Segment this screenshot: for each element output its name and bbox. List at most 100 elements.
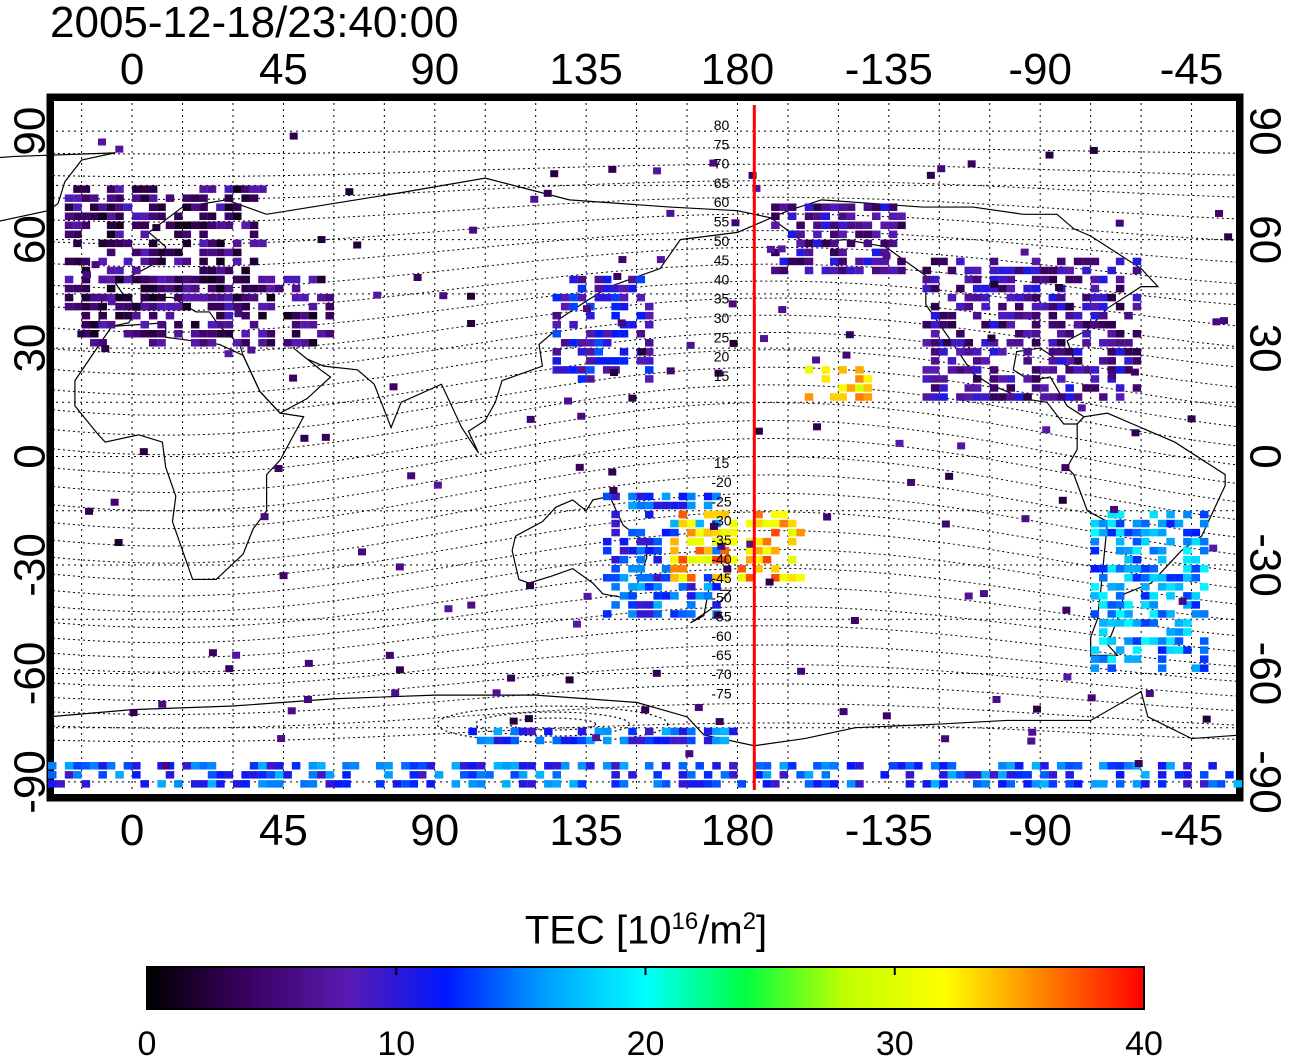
tec-cell [451,780,461,788]
tec-cell [157,339,166,347]
contour-label: 30 [714,310,730,326]
tec-cell [123,275,133,284]
tec-cell [1057,320,1066,329]
tec-cell [703,492,713,501]
tec-cell [123,257,133,266]
tec-cell [796,248,805,257]
tec-cell [123,330,133,338]
tec-cell [617,319,626,327]
tec-cell [1057,348,1066,356]
tec-cell [73,221,82,230]
tec-cell [577,293,587,302]
tec-cell [1006,771,1016,779]
colorbar-tick-label: 20 [627,1025,665,1057]
tec-cell [518,727,528,736]
tec-cell [577,366,587,374]
tec-cell [1166,762,1175,770]
tec-cell [132,330,141,338]
tec-cell [1057,302,1066,311]
tec-cell [1090,366,1100,374]
tec-cell [182,239,192,248]
tec-cell [552,780,562,788]
tec-cell [123,203,133,211]
tec-cell [140,284,149,293]
tec-cell [779,266,789,275]
tec-cell [804,266,814,275]
tec-cell [1006,393,1016,401]
tec-cell [895,439,904,447]
tec-cell [905,771,915,779]
tec-cell [224,284,234,293]
tec-cell [509,717,518,725]
tec-cell [468,727,477,736]
tec-cell [1199,771,1209,779]
tec-cell [140,320,149,329]
tec-cell [1141,619,1150,627]
contour-labels: 807570656055504540353025201515-20-25-30-… [711,117,731,701]
tec-cell [510,762,519,770]
tec-cell [754,427,763,435]
tec-cell [544,780,553,788]
tec-cell [1149,574,1159,582]
tec-cell [190,320,200,329]
tec-cell [358,548,367,556]
tec-cell [460,762,469,770]
magnetic-latitude-contour [47,511,1243,581]
tec-cell [224,203,234,211]
tec-cell [592,734,601,742]
tec-cell [611,574,620,582]
tec-cell [661,492,671,501]
tec-cell [190,194,200,202]
tec-cell [64,212,74,220]
tec-cell [1014,771,1024,779]
tec-cell [787,762,797,770]
tec-cell [972,357,982,365]
tec-cell [855,780,864,788]
tec-cell [703,574,713,582]
tec-cell [345,188,354,196]
tec-cell [266,330,276,338]
tec-cell [829,248,839,257]
tec-cell [266,339,276,347]
tec-cell [291,762,301,770]
tec-cell [922,320,931,329]
tec-cell [729,727,738,736]
tec-cell [619,357,629,365]
tec-cell [602,284,612,293]
tec-cell [241,266,250,275]
tec-cell [678,501,688,510]
tec-cell [1224,233,1233,241]
tec-cell [190,221,200,230]
tec-cell [1048,357,1058,365]
tec-cell [1028,728,1037,736]
tec-cell [1149,565,1159,573]
tec-cell [444,605,453,613]
colorbar-tick-label: 10 [377,1025,415,1057]
tec-cell [670,727,679,736]
tec-cell [628,284,637,293]
colorbar-tick-label: 0 [138,1025,157,1057]
tec-cell [771,780,780,788]
tec-cell [48,780,57,788]
tec-cell [796,221,805,230]
tec-cell [636,601,646,609]
tec-cell [846,266,856,275]
tec-cell [157,248,166,257]
tec-cell [493,762,503,770]
tec-cell [1124,619,1133,627]
tec-cell [317,330,326,338]
tec-cell [947,771,957,779]
contour-label: 20 [714,349,730,365]
tec-cell [451,762,461,770]
tec-cell [106,248,116,257]
tec-cell [720,555,730,564]
tec-cell [636,583,646,591]
tec-cell [1006,266,1016,275]
tec-cell [939,320,948,329]
tec-cell [199,194,208,202]
magnetic-latitude-contour [47,722,1243,743]
tec-cell [476,780,486,788]
tec-cell [389,383,398,391]
tec-cell [148,275,158,284]
tec-cell [1065,302,1074,311]
